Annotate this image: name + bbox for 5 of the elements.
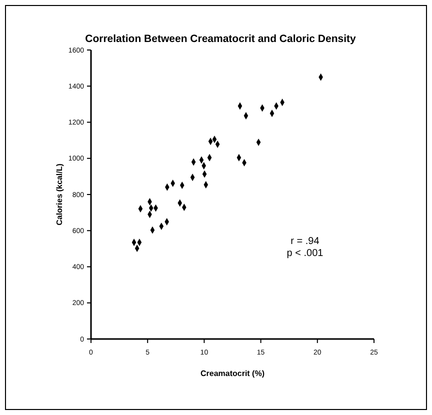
annotation: r = .94 bbox=[290, 236, 320, 247]
x-axis-title: Creamatocrit (%) bbox=[200, 369, 265, 378]
chart-title: Correlation Between Creamatocrit and Caloric Density bbox=[85, 33, 356, 45]
annotation: p < .001 bbox=[286, 248, 324, 259]
y-axis-title: Calories (kcal/L) bbox=[55, 163, 64, 226]
